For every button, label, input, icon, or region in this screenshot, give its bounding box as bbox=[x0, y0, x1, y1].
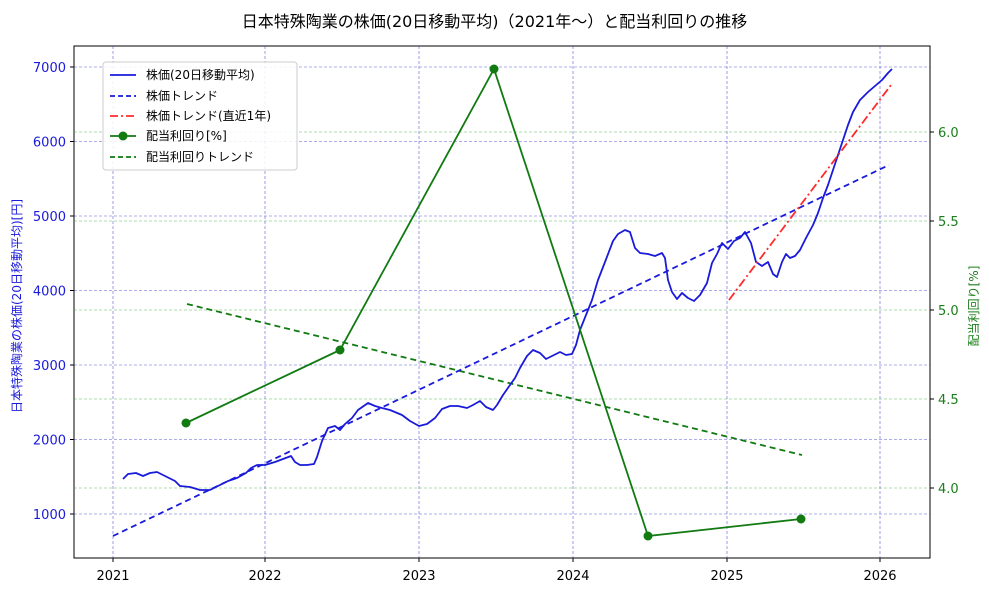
y-left-tick: 4000 bbox=[33, 285, 66, 300]
y-left-tick: 6000 bbox=[33, 136, 66, 151]
dividend-point bbox=[181, 418, 191, 428]
y-right-tick: 5.5 bbox=[938, 215, 959, 230]
y-left-label: 日本特殊陶業の株価(20日移動平均)[円] bbox=[9, 199, 24, 413]
y-right-tick: 5.0 bbox=[938, 304, 959, 319]
y-left-tick: 7000 bbox=[33, 61, 66, 76]
x-tick: 2021 bbox=[96, 569, 129, 584]
dividend-trend-line bbox=[186, 303, 803, 456]
legend-label: 配当利回り[%] bbox=[146, 129, 227, 143]
legend: 株価(20日移動平均) 株価トレンド 株価トレンド(直近1年) 配当利回り[%]… bbox=[102, 61, 298, 171]
dividend-point bbox=[489, 64, 499, 74]
legend-label: 株価トレンド(直近1年) bbox=[146, 108, 271, 123]
x-tick: 2026 bbox=[863, 569, 896, 584]
legend-label: 配当利回りトレンド bbox=[146, 150, 254, 164]
y-left-tick: 2000 bbox=[33, 434, 66, 449]
y-left-tick: 1000 bbox=[33, 508, 66, 523]
dividend-point bbox=[335, 345, 345, 355]
dividend-point bbox=[643, 531, 653, 541]
legend-marker-dividend bbox=[118, 131, 128, 141]
y-right-tick: 4.0 bbox=[938, 482, 959, 497]
stock-price-line bbox=[122, 68, 893, 491]
dividend-yield-markers bbox=[181, 64, 806, 541]
y-left-tick: 3000 bbox=[33, 359, 66, 374]
y-left-tick: 5000 bbox=[33, 210, 66, 225]
y-right-tick: 6.0 bbox=[938, 126, 959, 141]
y-axis-left: 1000 2000 3000 4000 5000 6000 7000 日本特殊陶… bbox=[9, 61, 74, 523]
dividend-point bbox=[796, 514, 806, 524]
legend-label: 株価トレンド bbox=[146, 88, 218, 103]
y-right-label: 配当利回り[%] bbox=[967, 266, 981, 347]
legend-label: 株価(20日移動平均) bbox=[146, 67, 255, 82]
y-right-tick: 4.5 bbox=[938, 393, 959, 408]
x-axis: 2021 2022 2023 2024 2025 2026 bbox=[96, 558, 897, 584]
x-tick: 2025 bbox=[710, 569, 743, 584]
x-tick: 2022 bbox=[248, 569, 281, 584]
y-axis-right: 4.0 4.5 5.0 5.5 6.0 配当利回り[%] bbox=[930, 126, 981, 497]
x-tick: 2023 bbox=[402, 569, 435, 584]
x-tick: 2024 bbox=[556, 569, 589, 584]
chart-title: 日本特殊陶業の株価(20日移動平均)（2021年～）と配当利回りの推移 bbox=[241, 12, 748, 31]
stock-trend-recent-line bbox=[728, 84, 892, 301]
